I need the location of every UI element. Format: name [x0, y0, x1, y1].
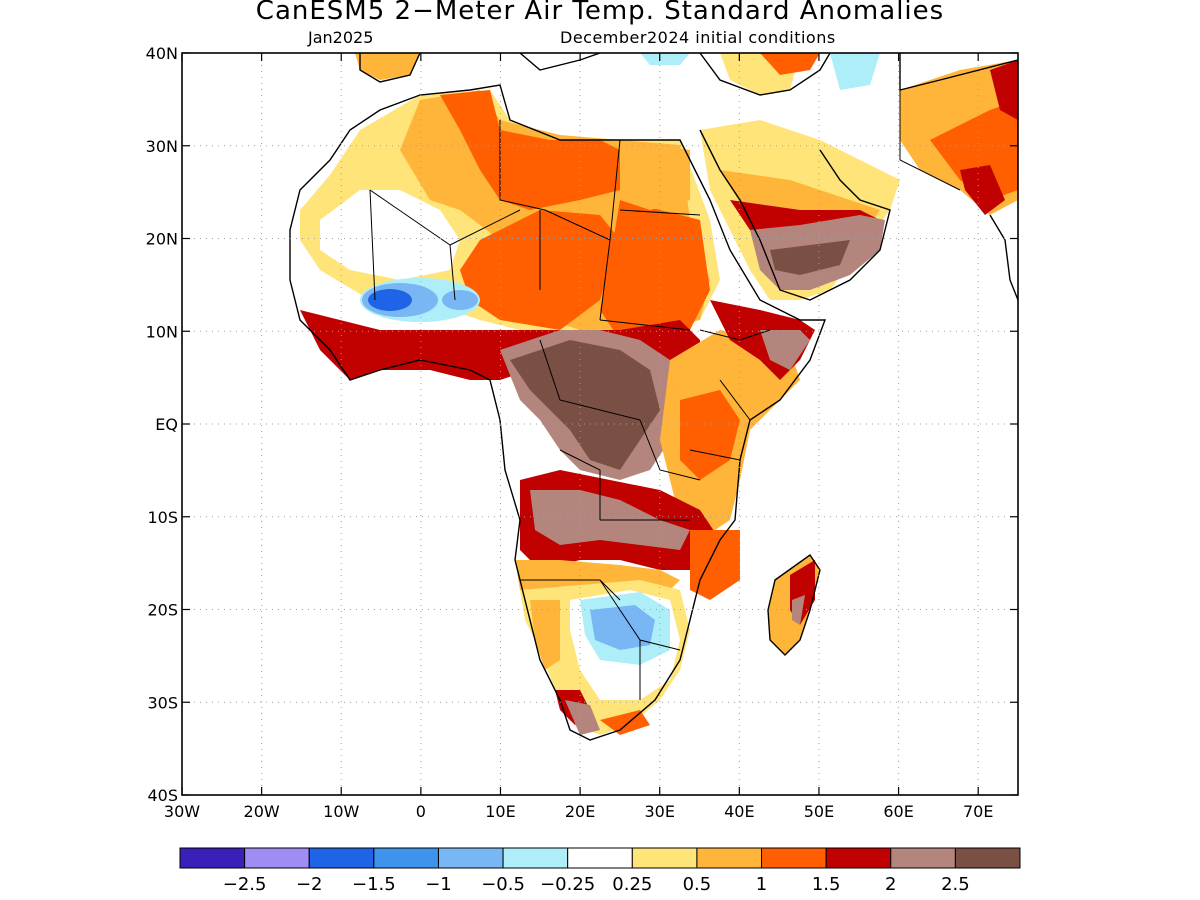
longitude-axis: 30W 20W 10W 0 10E 20E 30E 40E 50E 60E 70E: [164, 53, 993, 821]
colorbar: −2.5 −2 −1.5 −1 −0.5 −0.25 0.25 0.5 1 1.5 2 2.5: [179, 847, 1021, 895]
india-coastline: [989, 214, 1018, 301]
iran-red-south: [960, 165, 1005, 215]
colorbar-label: 2.5: [941, 874, 970, 895]
lon-tick-label: 20W: [244, 802, 280, 821]
lon-tick-label: 40E: [724, 802, 754, 821]
colorbar-label: −1.5: [352, 874, 396, 895]
lon-tick-label: 70E: [963, 802, 993, 821]
colorbar-label: 2: [885, 874, 896, 895]
lat-tick-label: 20S: [147, 601, 178, 620]
colorbar-swatch: [696, 847, 763, 869]
lat-tick-label: 10S: [147, 508, 178, 527]
black-sea-blue: [640, 53, 690, 65]
colorbar-swatch: [761, 847, 827, 869]
caucasus-blue: [830, 53, 880, 90]
lon-tick-label: 10W: [323, 802, 359, 821]
west-africa-cold-core: [368, 289, 412, 311]
colorbar-label: −0.5: [481, 874, 525, 895]
map-title: CanESM5 2−Meter Air Temp. Standard Anoma…: [255, 0, 945, 26]
namibia-orange: [530, 600, 560, 670]
central-sahara-deep-orange: [440, 90, 620, 210]
colorbar-label: −2: [296, 874, 323, 895]
colorbar-swatch: [437, 847, 504, 869]
europe-coastline: [359, 53, 1018, 96]
colorbar-label: −0.25: [540, 874, 595, 895]
colorbar-swatch: [308, 847, 375, 869]
lon-tick-label: 0: [416, 802, 426, 821]
anomaly-shading: [290, 53, 1018, 740]
initial-conditions: December2024 initial conditions: [560, 28, 836, 47]
colorbar-swatch: [825, 847, 892, 869]
colorbar-swatch: [567, 847, 633, 869]
turkey-orange: [760, 53, 820, 75]
mozambique-deep-orange: [690, 530, 740, 600]
sudan-deep-orange: [600, 200, 710, 340]
arabia-dark-brown: [770, 240, 850, 275]
lat-tick-label: 10N: [146, 322, 178, 341]
lon-tick-label: 50E: [804, 802, 834, 821]
colorbar-swatch: [890, 847, 956, 869]
sahara-white: [320, 190, 460, 280]
map-grid: [182, 53, 1018, 795]
iran-red: [990, 60, 1018, 120]
madagascar-brown: [792, 595, 805, 625]
lat-tick-label: 30S: [147, 693, 178, 712]
colorbar-label: −2.5: [223, 874, 267, 895]
latitude-axis: 40N 30N 20N 10N EQ 10S 20S 30S 40S: [146, 44, 1018, 805]
colorbar-swatch: [502, 847, 569, 869]
iberia-orange: [355, 53, 420, 80]
horn-brown: [760, 330, 810, 370]
colorbar-swatch: [179, 847, 246, 869]
colorbar-swatch: [631, 847, 698, 869]
lon-tick-label: 60E: [883, 802, 913, 821]
country-borders: [369, 90, 961, 700]
arabia-coastline: [699, 129, 891, 301]
colorbar-label: 1: [756, 874, 767, 895]
colorbar-label: 0.5: [683, 874, 712, 895]
coastlines: [289, 53, 1018, 741]
lon-tick-label: 30W: [164, 802, 200, 821]
colorbar-swatch: [954, 847, 1021, 869]
lat-tick-label: 20N: [146, 230, 178, 249]
africa-coastline: [289, 84, 827, 741]
central-africa-dark-brown: [510, 340, 660, 470]
colorbar-label: 1.5: [812, 874, 841, 895]
colorbar-swatch: [373, 847, 439, 869]
madagascar-coastline: [767, 554, 821, 656]
colorbar-label: −1: [425, 874, 452, 895]
lat-tick-label: 40N: [146, 44, 178, 63]
lat-tick-label: EQ: [155, 415, 178, 434]
cape-brown: [565, 700, 600, 735]
south-coast-orange: [600, 710, 650, 735]
lat-tick-label: 30N: [146, 137, 178, 156]
lon-tick-label: 20E: [565, 802, 595, 821]
iran-deep-orange: [930, 100, 1018, 200]
colorbar-swatch: [244, 847, 310, 869]
egypt-deep-orange: [620, 140, 690, 210]
lat-tick-label: 40S: [147, 786, 178, 805]
west-africa-cold-east: [442, 290, 478, 310]
forecast-month: Jan2025: [308, 28, 374, 47]
colorbar-label: 0.25: [612, 874, 652, 895]
lon-tick-label: 10E: [485, 802, 515, 821]
lon-tick-label: 30E: [644, 802, 674, 821]
